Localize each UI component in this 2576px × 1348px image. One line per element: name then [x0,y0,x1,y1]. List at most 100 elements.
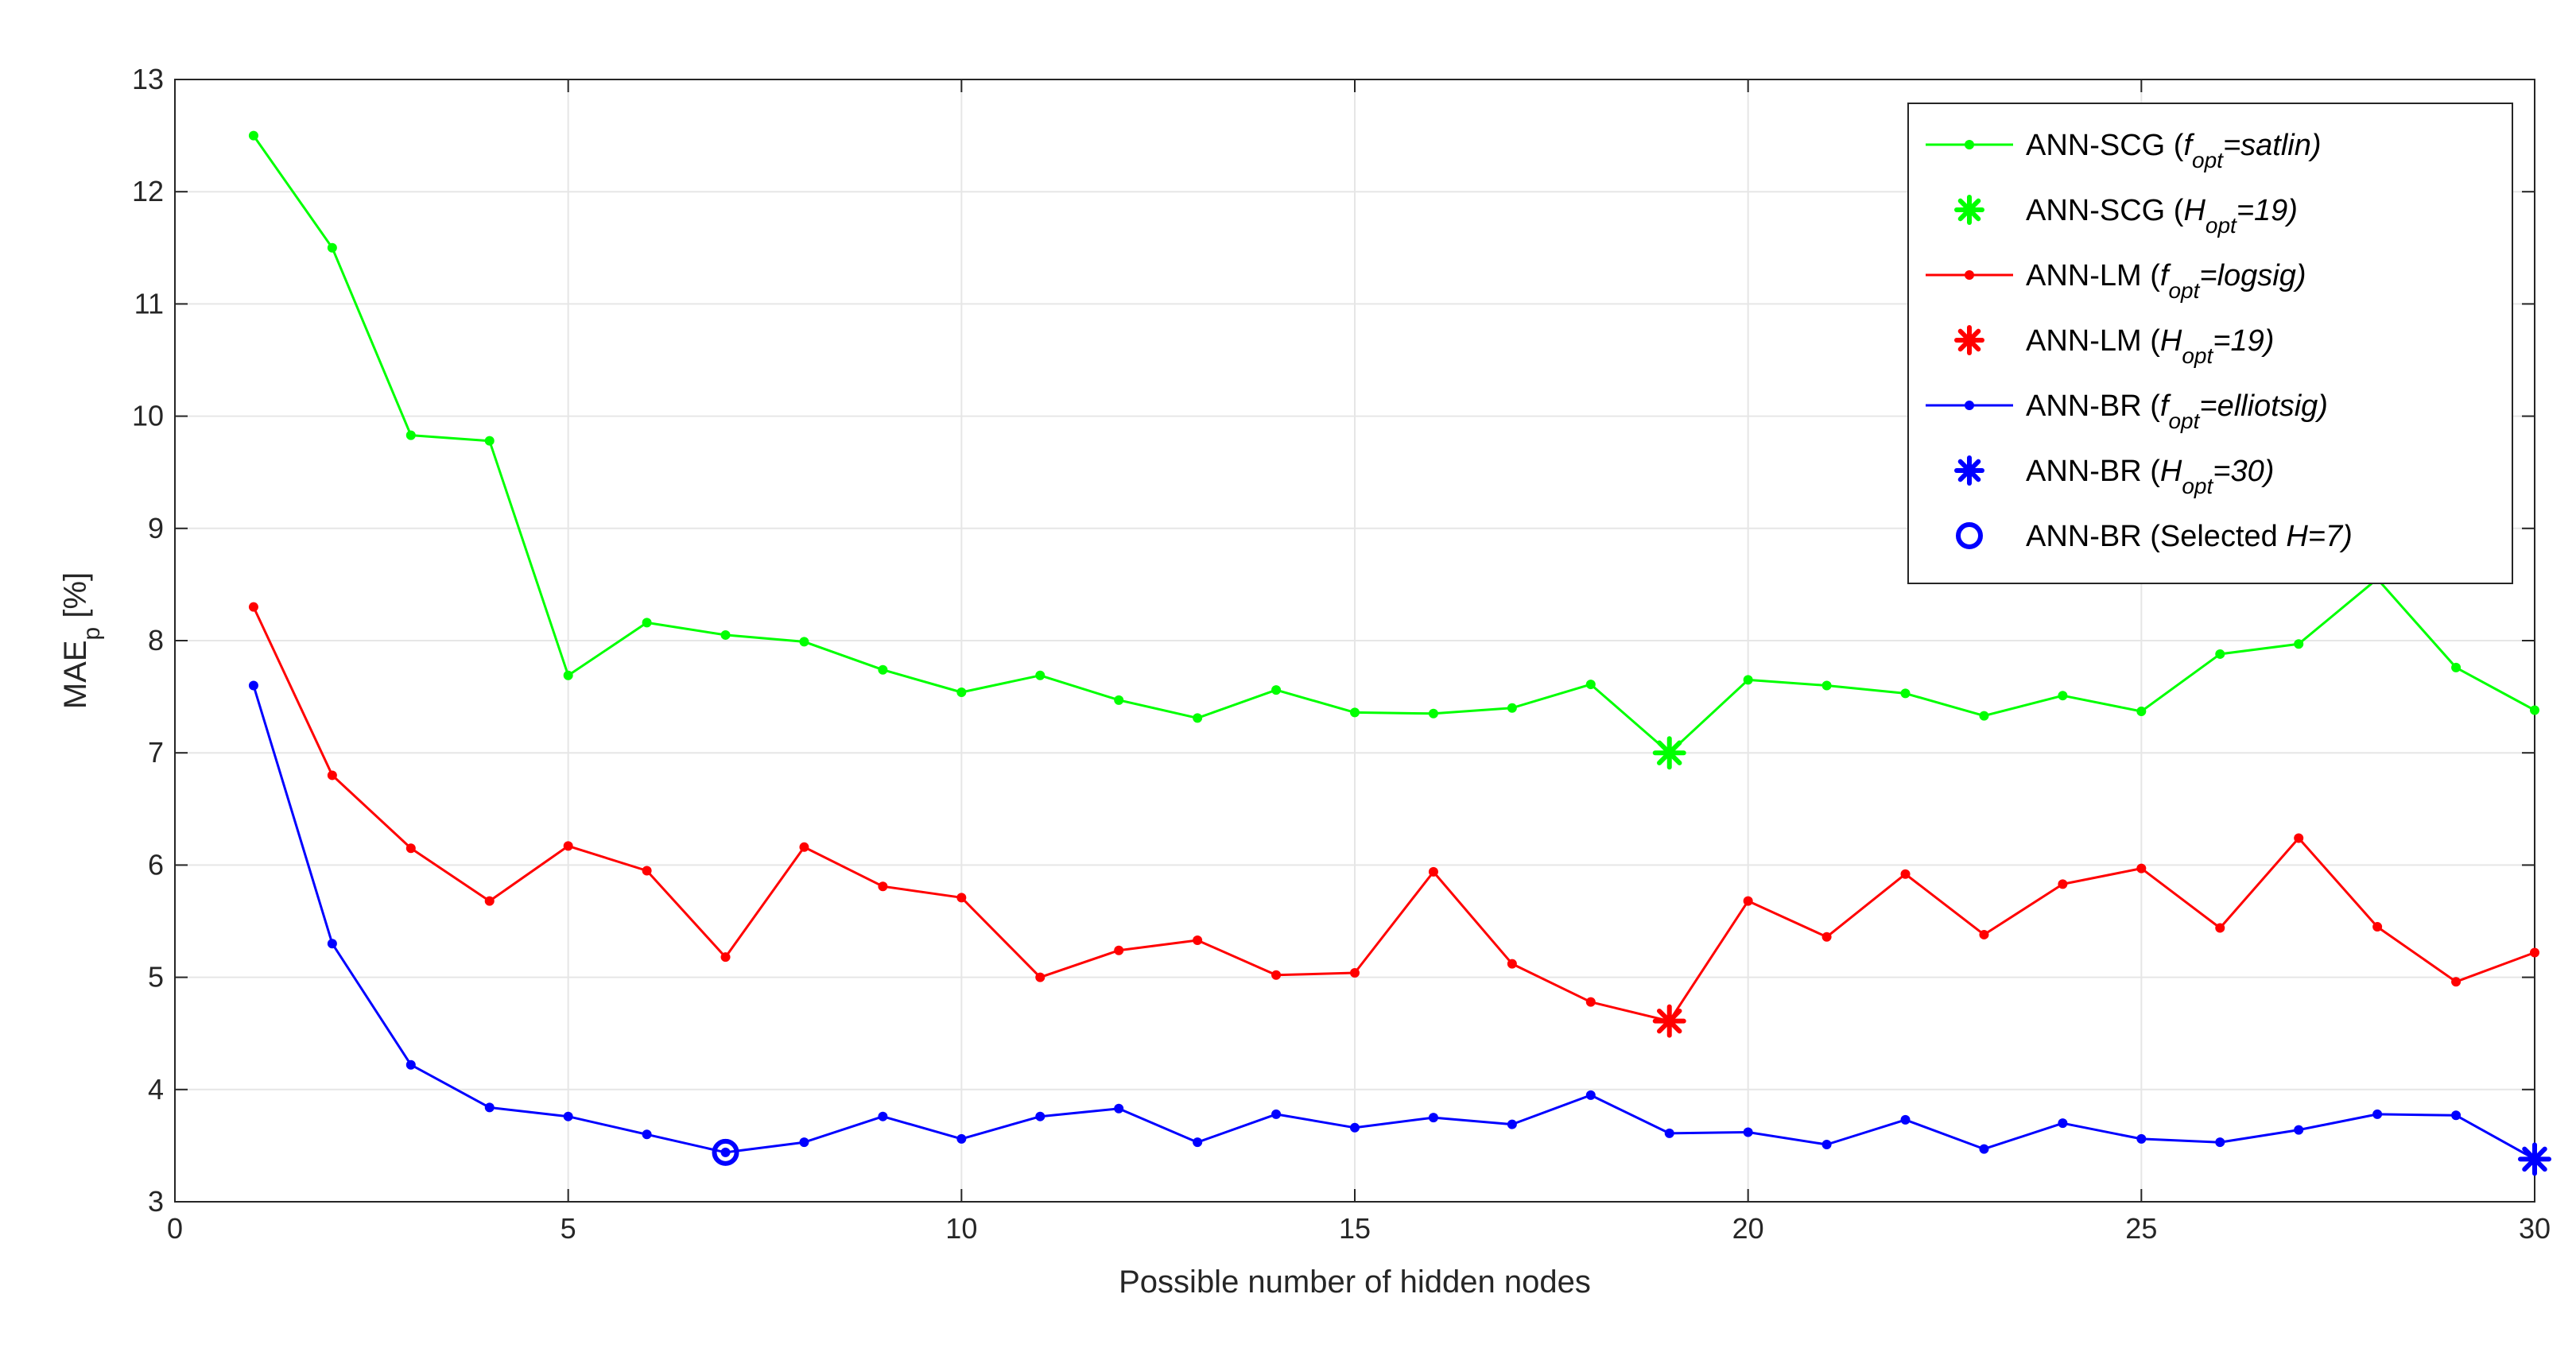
data-point [1664,1128,1674,1138]
data-point [405,1059,416,1070]
data-point [327,770,337,781]
data-point [1271,685,1282,695]
y-tick-label: 12 [132,175,164,207]
legend-label: ANN-BR (Hopt=30) [2026,455,2274,498]
data-point [1193,713,1203,723]
data-point [1114,1103,1124,1114]
data-point [2294,639,2304,649]
data-point [1114,695,1124,705]
legend-entry: ANN-SCG (Hopt=19) [1954,194,2298,238]
data-point [1271,1109,1282,1119]
data-point [2215,1137,2225,1148]
legend-circle-sample [1956,522,1983,549]
y-tick-label: 10 [132,400,164,432]
data-point [720,1147,731,1157]
data-point [1350,1122,1360,1133]
x-tick-label: 15 [1339,1212,1371,1245]
data-point [1979,711,1989,721]
legend-entry: ANN-BR (Selected H=7) [1956,520,2353,553]
data-point [2136,1133,2147,1144]
data-point [1900,1114,1911,1125]
data-point [878,664,888,675]
data-point [2058,1118,2068,1129]
series-line [252,606,2535,1023]
data-point [2294,1125,2304,1135]
x-tick-label: 30 [2519,1212,2551,1245]
y-tick-label: 11 [134,287,164,320]
y-tick-label: 4 [148,1073,164,1106]
data-point [484,436,495,446]
data-point [1350,707,1360,718]
data-point [1743,1127,1753,1137]
x-tick-label: 25 [2125,1212,2157,1245]
data-point [405,430,416,440]
data-point [2136,706,2147,716]
data-point [1193,935,1203,946]
asterisk-stroke [1957,459,1981,482]
asterisk-stroke [1657,740,1682,765]
data-point [1821,680,1832,691]
legend-point-sample [1965,401,1974,410]
x-tick-label: 0 [167,1212,183,1245]
x-tick-label: 20 [1732,1212,1764,1245]
data-point [2372,922,2383,932]
legend-entry: ANN-SCG (fopt=satlin) [1926,129,2322,172]
data-point [1428,866,1438,877]
data-point [563,841,573,851]
data-point [1193,1137,1203,1148]
legend-label: ANN-SCG (fopt=satlin) [2026,129,2322,172]
data-point [248,680,258,691]
data-point [720,629,731,640]
data-point [799,1137,809,1148]
legend-label: ANN-LM (fopt=logsig) [2026,259,2306,303]
data-point [1743,896,1753,906]
data-point [956,1133,967,1144]
legend-entry: ANN-BR (Hopt=30) [1954,455,2274,498]
data-point [1743,675,1753,685]
data-point [1428,1113,1438,1123]
y-tick-label: 7 [148,736,164,769]
asterisk-stroke [2522,1146,2547,1172]
legend-point-sample [1965,140,1974,149]
data-point [642,618,652,628]
data-point [878,881,888,892]
ring-stroke [1956,522,1983,549]
optimum-marker-3 [2518,1142,2551,1176]
series-lines [248,130,2539,1164]
y-tick-label: 9 [148,512,164,544]
x-tick-label: 10 [945,1212,977,1245]
data-point [2451,662,2462,672]
data-point [2215,923,2225,933]
legend-entry: ANN-LM (Hopt=19) [1954,324,2274,368]
data-point [1507,959,1517,969]
data-point [327,242,337,253]
data-point [405,843,416,854]
data-point [563,670,573,680]
data-point [1900,688,1911,699]
data-point [248,602,258,612]
data-point [1271,970,1282,980]
series-2 [248,602,2539,1026]
y-tick-label: 6 [148,848,164,881]
series-line [252,134,2535,754]
ring-stroke [712,1138,739,1166]
x-tick-label: 5 [561,1212,576,1245]
legend-label: ANN-BR (Selected H=7) [2026,520,2353,553]
series-line [252,685,2535,1160]
legend-asterisk-sample [1954,325,1984,355]
data-point [327,939,337,949]
selected-marker [712,1138,739,1166]
data-point [1585,680,1596,690]
data-point [642,866,652,876]
data-point [1507,1119,1517,1129]
data-point [2215,649,2225,659]
y-tick-label: 5 [148,961,164,994]
data-point [799,842,809,852]
data-point [484,1102,495,1113]
data-point [1979,929,1989,939]
data-point [248,130,258,141]
data-point [1035,670,1046,680]
data-point [1114,945,1124,955]
